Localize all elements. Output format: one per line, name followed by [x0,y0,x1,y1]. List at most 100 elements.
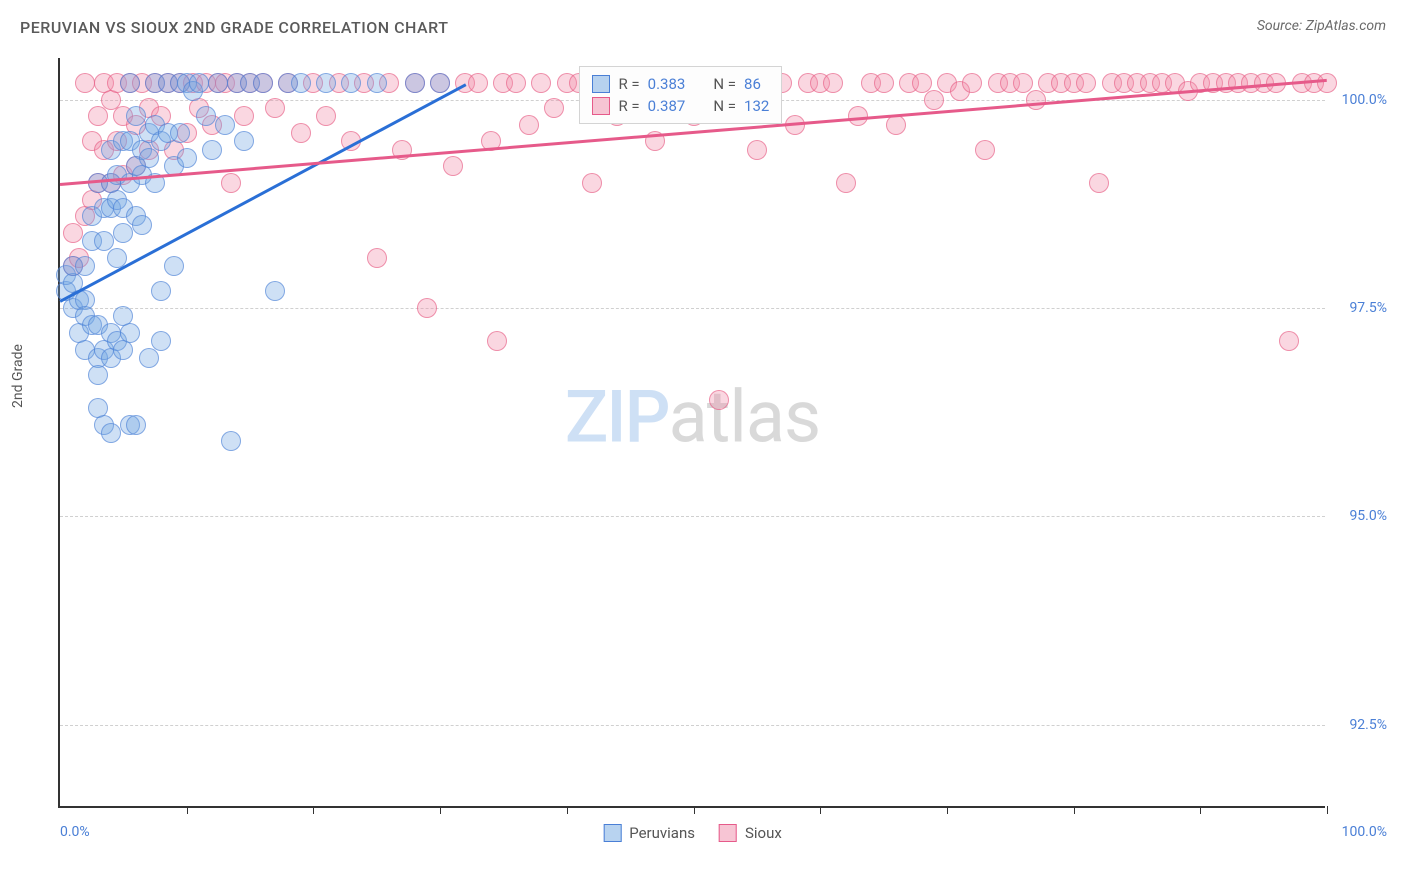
data-point [101,423,121,443]
x-tick [440,806,441,814]
data-point [177,148,197,168]
y-axis-label: 2nd Grade [10,344,26,408]
legend-label: Sioux [745,824,782,842]
legend-r-label: R = [618,97,639,115]
gridline [60,725,1325,726]
y-tick-label: 97.5% [1349,300,1387,316]
x-tick [187,806,188,814]
data-point [531,73,551,93]
legend-n-val: 86 [744,75,761,93]
data-point [221,431,241,451]
gridline [60,516,1325,517]
watermark: ZIPatlas [565,375,820,460]
data-point [1026,90,1046,110]
data-point [886,115,906,135]
data-point [874,73,894,93]
bottom-legend-item: Peruvians [603,824,695,842]
data-point [962,73,982,93]
legend-n-label: N = [713,97,736,115]
data-point [1317,73,1337,93]
data-point [341,73,361,93]
x-tick [1327,806,1328,814]
data-point [405,73,425,93]
data-point [582,173,602,193]
watermark-atlas: atlas [669,375,821,460]
legend-row: R = 0.387 N = 132 [592,95,769,117]
legend-swatch [603,824,621,842]
data-point [747,140,767,160]
data-point [139,348,159,368]
data-point [151,331,171,351]
data-point [823,73,843,93]
data-point [139,148,159,168]
legend-n-val: 132 [744,97,769,115]
stats-legend: R = 0.383N = 86R = 0.387N = 132 [579,66,782,124]
x-tick [820,806,821,814]
data-point [120,323,140,343]
data-point [196,106,216,126]
data-point [208,73,228,93]
x-axis-min-label: 0.0% [60,824,90,840]
data-point [253,73,273,93]
bottom-legend: Peruvians Sioux [603,824,782,842]
x-tick [313,806,314,814]
data-point [75,256,95,276]
data-point [234,131,254,151]
data-point [221,173,241,193]
data-point [189,73,209,93]
legend-row: R = 0.383N = 86 [592,73,769,95]
source-label: Source: ZipAtlas.com [1257,18,1386,34]
legend-r-label: R = [618,75,639,93]
data-point [164,256,184,276]
data-point [291,123,311,143]
data-point [468,73,488,93]
data-point [234,106,254,126]
data-point [63,223,83,243]
data-point [1279,331,1299,351]
data-point [1076,73,1096,93]
bottom-legend-item: Sioux [719,824,782,842]
x-tick [1200,806,1201,814]
data-point [709,390,729,410]
y-tick-label: 100.0% [1342,92,1387,108]
plot-area: ZIPatlas 0.0% 100.0% PeruviansSioux 100.… [58,58,1325,808]
data-point [975,140,995,160]
data-point [132,215,152,235]
x-tick [947,806,948,814]
legend-r-val: 0.383 [648,75,686,93]
data-point [215,115,235,135]
legend-r-val: 0.387 [648,97,686,115]
data-point [75,73,95,93]
data-point [120,73,140,93]
data-point [443,156,463,176]
data-point [291,73,311,93]
data-point [544,98,564,118]
y-tick-label: 92.5% [1349,717,1387,733]
data-point [126,415,146,435]
data-point [265,98,285,118]
data-point [367,73,387,93]
data-point [367,248,387,268]
data-point [924,90,944,110]
legend-swatch [592,75,610,93]
x-tick [1074,806,1075,814]
data-point [836,173,856,193]
y-tick-label: 95.0% [1349,508,1387,524]
data-point [265,281,285,301]
data-point [170,123,190,143]
chart-title: PERUVIAN VS SIOUX 2ND GRADE CORRELATION … [20,18,448,37]
x-axis-max-label: 100.0% [1342,824,1387,840]
data-point [1089,173,1109,193]
legend-label: Peruvians [629,824,695,842]
legend-swatch [719,824,737,842]
data-point [316,106,336,126]
legend-swatch [592,97,610,115]
x-tick [694,806,695,814]
data-point [88,365,108,385]
data-point [88,106,108,126]
gridline [60,308,1325,309]
x-tick [567,806,568,814]
data-point [506,73,526,93]
data-point [487,331,507,351]
data-point [417,298,437,318]
